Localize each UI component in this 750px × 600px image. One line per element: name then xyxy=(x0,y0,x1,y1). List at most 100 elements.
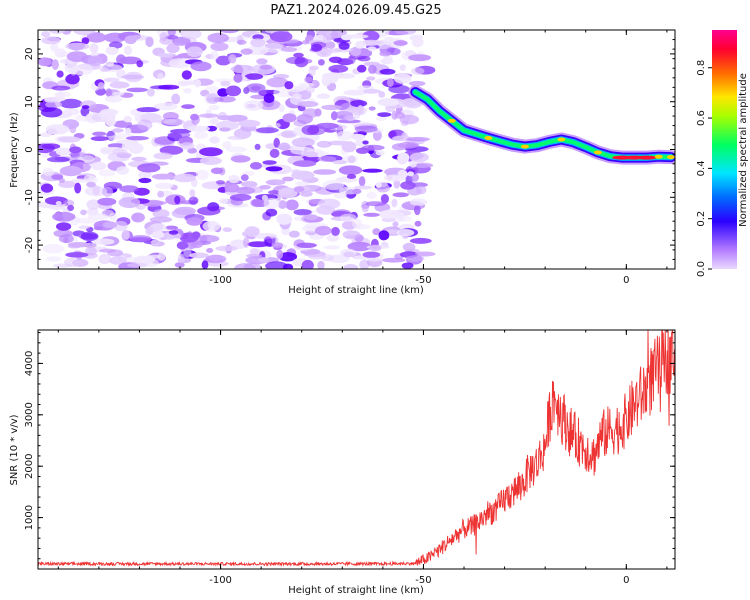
noise-blob xyxy=(233,73,243,83)
noise-blob xyxy=(346,34,369,39)
noise-blob xyxy=(256,58,268,65)
noise-blob xyxy=(278,252,298,262)
noise-blob xyxy=(291,137,315,148)
noise-blob xyxy=(293,52,304,58)
noise-blob xyxy=(157,72,164,80)
noise-blob xyxy=(112,91,125,96)
noise-blob xyxy=(229,193,252,202)
noise-blob xyxy=(406,136,431,142)
noise-blob xyxy=(174,195,181,205)
noise-blob xyxy=(346,174,357,179)
noise-blob xyxy=(46,156,70,163)
noise-blob xyxy=(157,190,165,198)
noise-blob xyxy=(240,174,249,182)
noise-blob xyxy=(218,198,228,204)
noise-blob xyxy=(394,111,405,119)
y-tick-label: 4000 xyxy=(24,351,35,376)
noise-blob xyxy=(78,225,90,230)
noise-blob xyxy=(41,36,61,45)
noise-blob xyxy=(195,169,209,180)
noise-blob xyxy=(243,237,250,248)
noise-blob xyxy=(116,166,130,175)
noise-blob xyxy=(65,42,90,51)
noise-blob xyxy=(46,256,62,262)
noise-blob xyxy=(137,163,161,173)
noise-blob xyxy=(38,57,52,67)
noise-blob xyxy=(304,151,318,158)
noise-blob xyxy=(311,43,323,52)
noise-blob xyxy=(376,116,387,122)
noise-blob xyxy=(405,255,425,262)
colorbar-label: Normalized spectral amplitude xyxy=(738,73,749,227)
noise-blob xyxy=(336,130,353,141)
noise-blob xyxy=(322,179,344,191)
noise-blob xyxy=(308,66,316,77)
noise-blob xyxy=(366,191,377,200)
noise-blob xyxy=(343,264,359,269)
noise-blob xyxy=(266,77,289,88)
noise-blob xyxy=(97,197,117,206)
noise-blob xyxy=(343,89,367,96)
noise-blob xyxy=(74,182,82,194)
noise-blob xyxy=(64,257,81,267)
noise-blob xyxy=(339,213,357,222)
noise-blob xyxy=(361,204,369,213)
noise-blob xyxy=(80,231,99,242)
noise-blob xyxy=(180,30,202,40)
noise-blob xyxy=(45,124,70,135)
noise-blob xyxy=(278,142,291,151)
noise-blob xyxy=(186,46,203,57)
noise-blob xyxy=(273,137,280,148)
noise-blob xyxy=(157,53,174,58)
noise-blob xyxy=(215,245,238,252)
noise-blob xyxy=(176,241,189,250)
noise-blob xyxy=(155,182,174,190)
noise-blob xyxy=(219,127,231,132)
signal-hotspot xyxy=(654,154,663,159)
noise-blob xyxy=(164,225,178,230)
noise-blob xyxy=(249,248,260,255)
figure-title: PAZ1.2024.026.09.45.G25 xyxy=(270,3,441,18)
noise-blob xyxy=(274,123,281,128)
noise-blob xyxy=(230,155,251,163)
noise-blob xyxy=(157,252,166,261)
y-tick-label: 20 xyxy=(24,48,35,61)
noise-blob xyxy=(362,30,380,42)
noise-blob xyxy=(41,31,51,38)
noise-blob xyxy=(87,55,103,67)
noise-blob xyxy=(129,235,152,243)
noise-blob xyxy=(409,152,429,163)
noise-blob xyxy=(357,105,364,115)
signal-track xyxy=(408,85,675,165)
noise-blob xyxy=(209,136,221,144)
noise-blob xyxy=(292,160,317,167)
snr-series xyxy=(38,330,675,567)
noise-blob xyxy=(328,56,343,63)
noise-blob xyxy=(326,234,340,242)
noise-blob xyxy=(265,179,286,186)
noise-blob xyxy=(80,209,87,216)
noise-blob xyxy=(181,70,192,80)
noise-blob xyxy=(278,187,298,199)
noise-blob xyxy=(71,64,94,76)
noise-blob xyxy=(391,198,398,208)
noise-blob xyxy=(131,156,147,162)
noise-blob xyxy=(304,76,313,83)
noise-blob xyxy=(167,30,176,37)
noise-blob xyxy=(362,251,381,258)
noise-blob xyxy=(250,162,262,170)
noise-blob xyxy=(97,82,105,90)
noise-blob xyxy=(323,34,332,43)
noise-blob xyxy=(270,31,293,43)
noise-blob xyxy=(50,43,59,52)
noise-blob xyxy=(292,93,302,100)
noise-blob xyxy=(194,79,201,88)
noise-blob xyxy=(63,199,75,207)
noise-blob xyxy=(86,32,107,43)
noise-blob xyxy=(347,241,372,252)
noise-blob xyxy=(354,125,378,133)
noise-blob xyxy=(365,201,386,207)
noise-blob xyxy=(343,251,355,258)
noise-blob xyxy=(411,37,424,48)
